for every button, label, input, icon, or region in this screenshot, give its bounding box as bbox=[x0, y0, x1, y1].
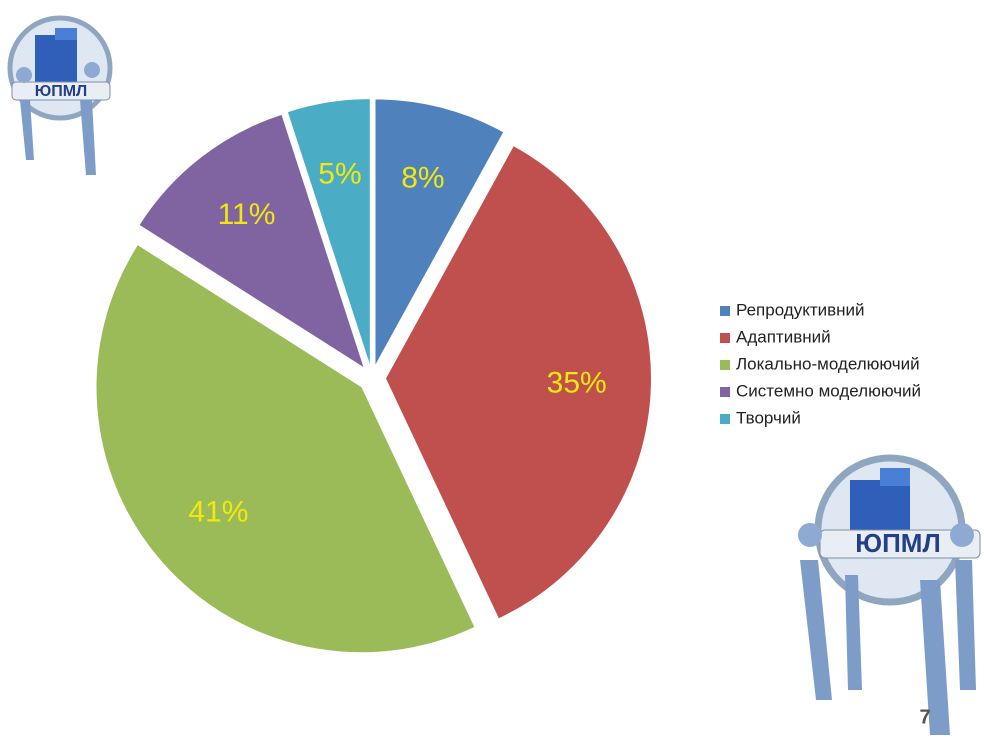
value-label: 5% bbox=[318, 158, 361, 191]
page-number: 7 bbox=[919, 706, 930, 728]
logo-bottom-right: ЮПМЛ 7 bbox=[798, 454, 981, 735]
legend-label: Системно моделюючий bbox=[736, 381, 921, 400]
legend: Репродуктивний Адаптивний Локально-моделюю… bbox=[720, 300, 921, 427]
value-label: 8% bbox=[401, 162, 444, 195]
legend-swatch bbox=[720, 360, 730, 370]
pie-chart: 8% 35% 41% 11% 5% bbox=[96, 99, 651, 653]
legend-swatch bbox=[720, 387, 730, 397]
legend-label: Адаптивний bbox=[736, 327, 831, 346]
legend-label: Локально-моделюючий bbox=[736, 354, 920, 373]
legend-swatch bbox=[720, 306, 730, 316]
logo-top-left: ЮПМЛ bbox=[7, 15, 113, 175]
value-label: 11% bbox=[218, 198, 276, 231]
pie-slice bbox=[139, 114, 364, 367]
legend-label: Творчий bbox=[736, 408, 801, 427]
logo-text: ЮПМЛ bbox=[35, 83, 88, 100]
pie-slice bbox=[385, 146, 651, 619]
legend-swatch bbox=[720, 414, 730, 424]
legend-label: Репродуктивний bbox=[736, 300, 865, 319]
value-label: 41% bbox=[188, 495, 248, 528]
pie-slice bbox=[375, 99, 504, 365]
logo-text: ЮПМЛ bbox=[855, 528, 940, 558]
pie-slice bbox=[287, 99, 370, 365]
legend-swatch bbox=[720, 333, 730, 343]
value-label: 35% bbox=[547, 366, 607, 399]
pie-slice bbox=[96, 245, 475, 653]
